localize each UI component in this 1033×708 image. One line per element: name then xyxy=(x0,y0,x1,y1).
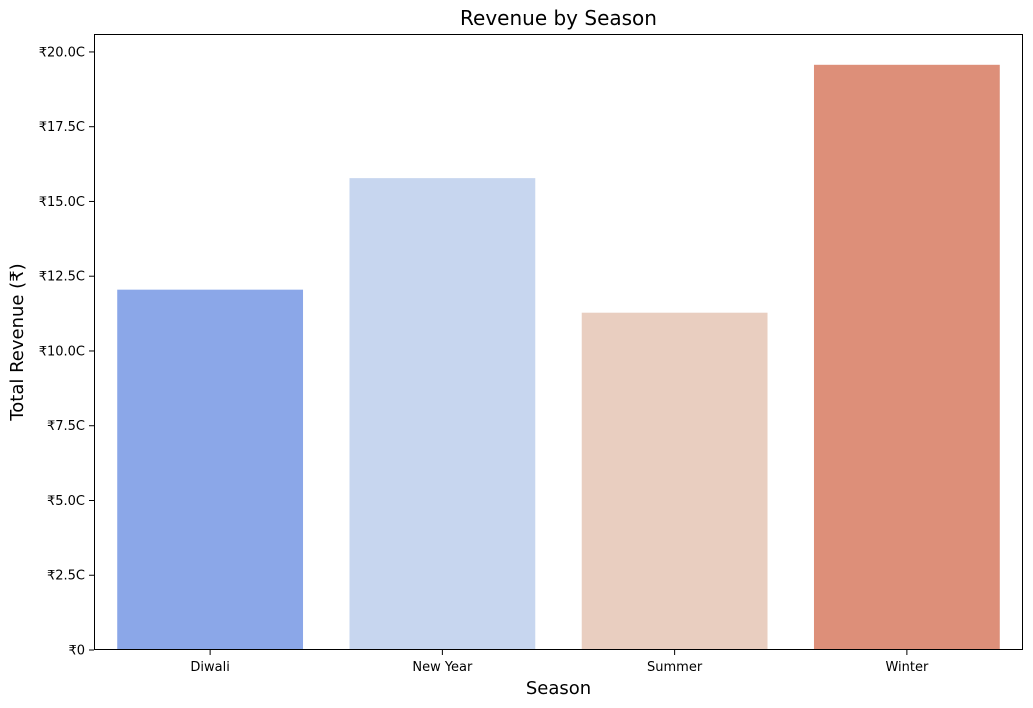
bar-diwali xyxy=(117,289,304,650)
bar-winter xyxy=(813,64,1000,651)
x-tick-label: Summer xyxy=(647,660,703,675)
x-tick-label: Diwali xyxy=(190,660,229,675)
x-axis: Diwali New Year Summer Winter xyxy=(190,650,929,675)
bar-summer xyxy=(581,312,768,650)
y-axis-title: Total Revenue (₹) xyxy=(7,263,28,421)
chart-title: Revenue by Season xyxy=(460,6,657,30)
plot-frame xyxy=(94,34,1023,650)
y-tick-label: ₹10.0C xyxy=(39,344,85,359)
x-tick-label: New Year xyxy=(412,660,473,675)
y-tick-label: ₹17.5C xyxy=(39,120,85,135)
x-tick-label: Winter xyxy=(885,660,929,675)
y-tick-label: ₹12.5C xyxy=(39,270,85,285)
y-tick-label: ₹0 xyxy=(68,644,85,659)
y-axis: ₹0 ₹2.5C ₹5.0C ₹7.5C ₹10.0C ₹12.5C ₹15.0C ₹17.5… xyxy=(39,45,94,659)
y-tick-label: ₹5.0C xyxy=(47,494,85,509)
y-tick-label: ₹7.5C xyxy=(47,419,85,434)
bar-new-year xyxy=(349,178,536,651)
x-axis-title: Season xyxy=(526,678,591,699)
y-tick-label: ₹15.0C xyxy=(39,195,85,210)
bars-layer xyxy=(117,64,1000,651)
y-tick-label: ₹2.5C xyxy=(47,569,85,584)
y-tick-label: ₹20.0C xyxy=(39,45,85,60)
